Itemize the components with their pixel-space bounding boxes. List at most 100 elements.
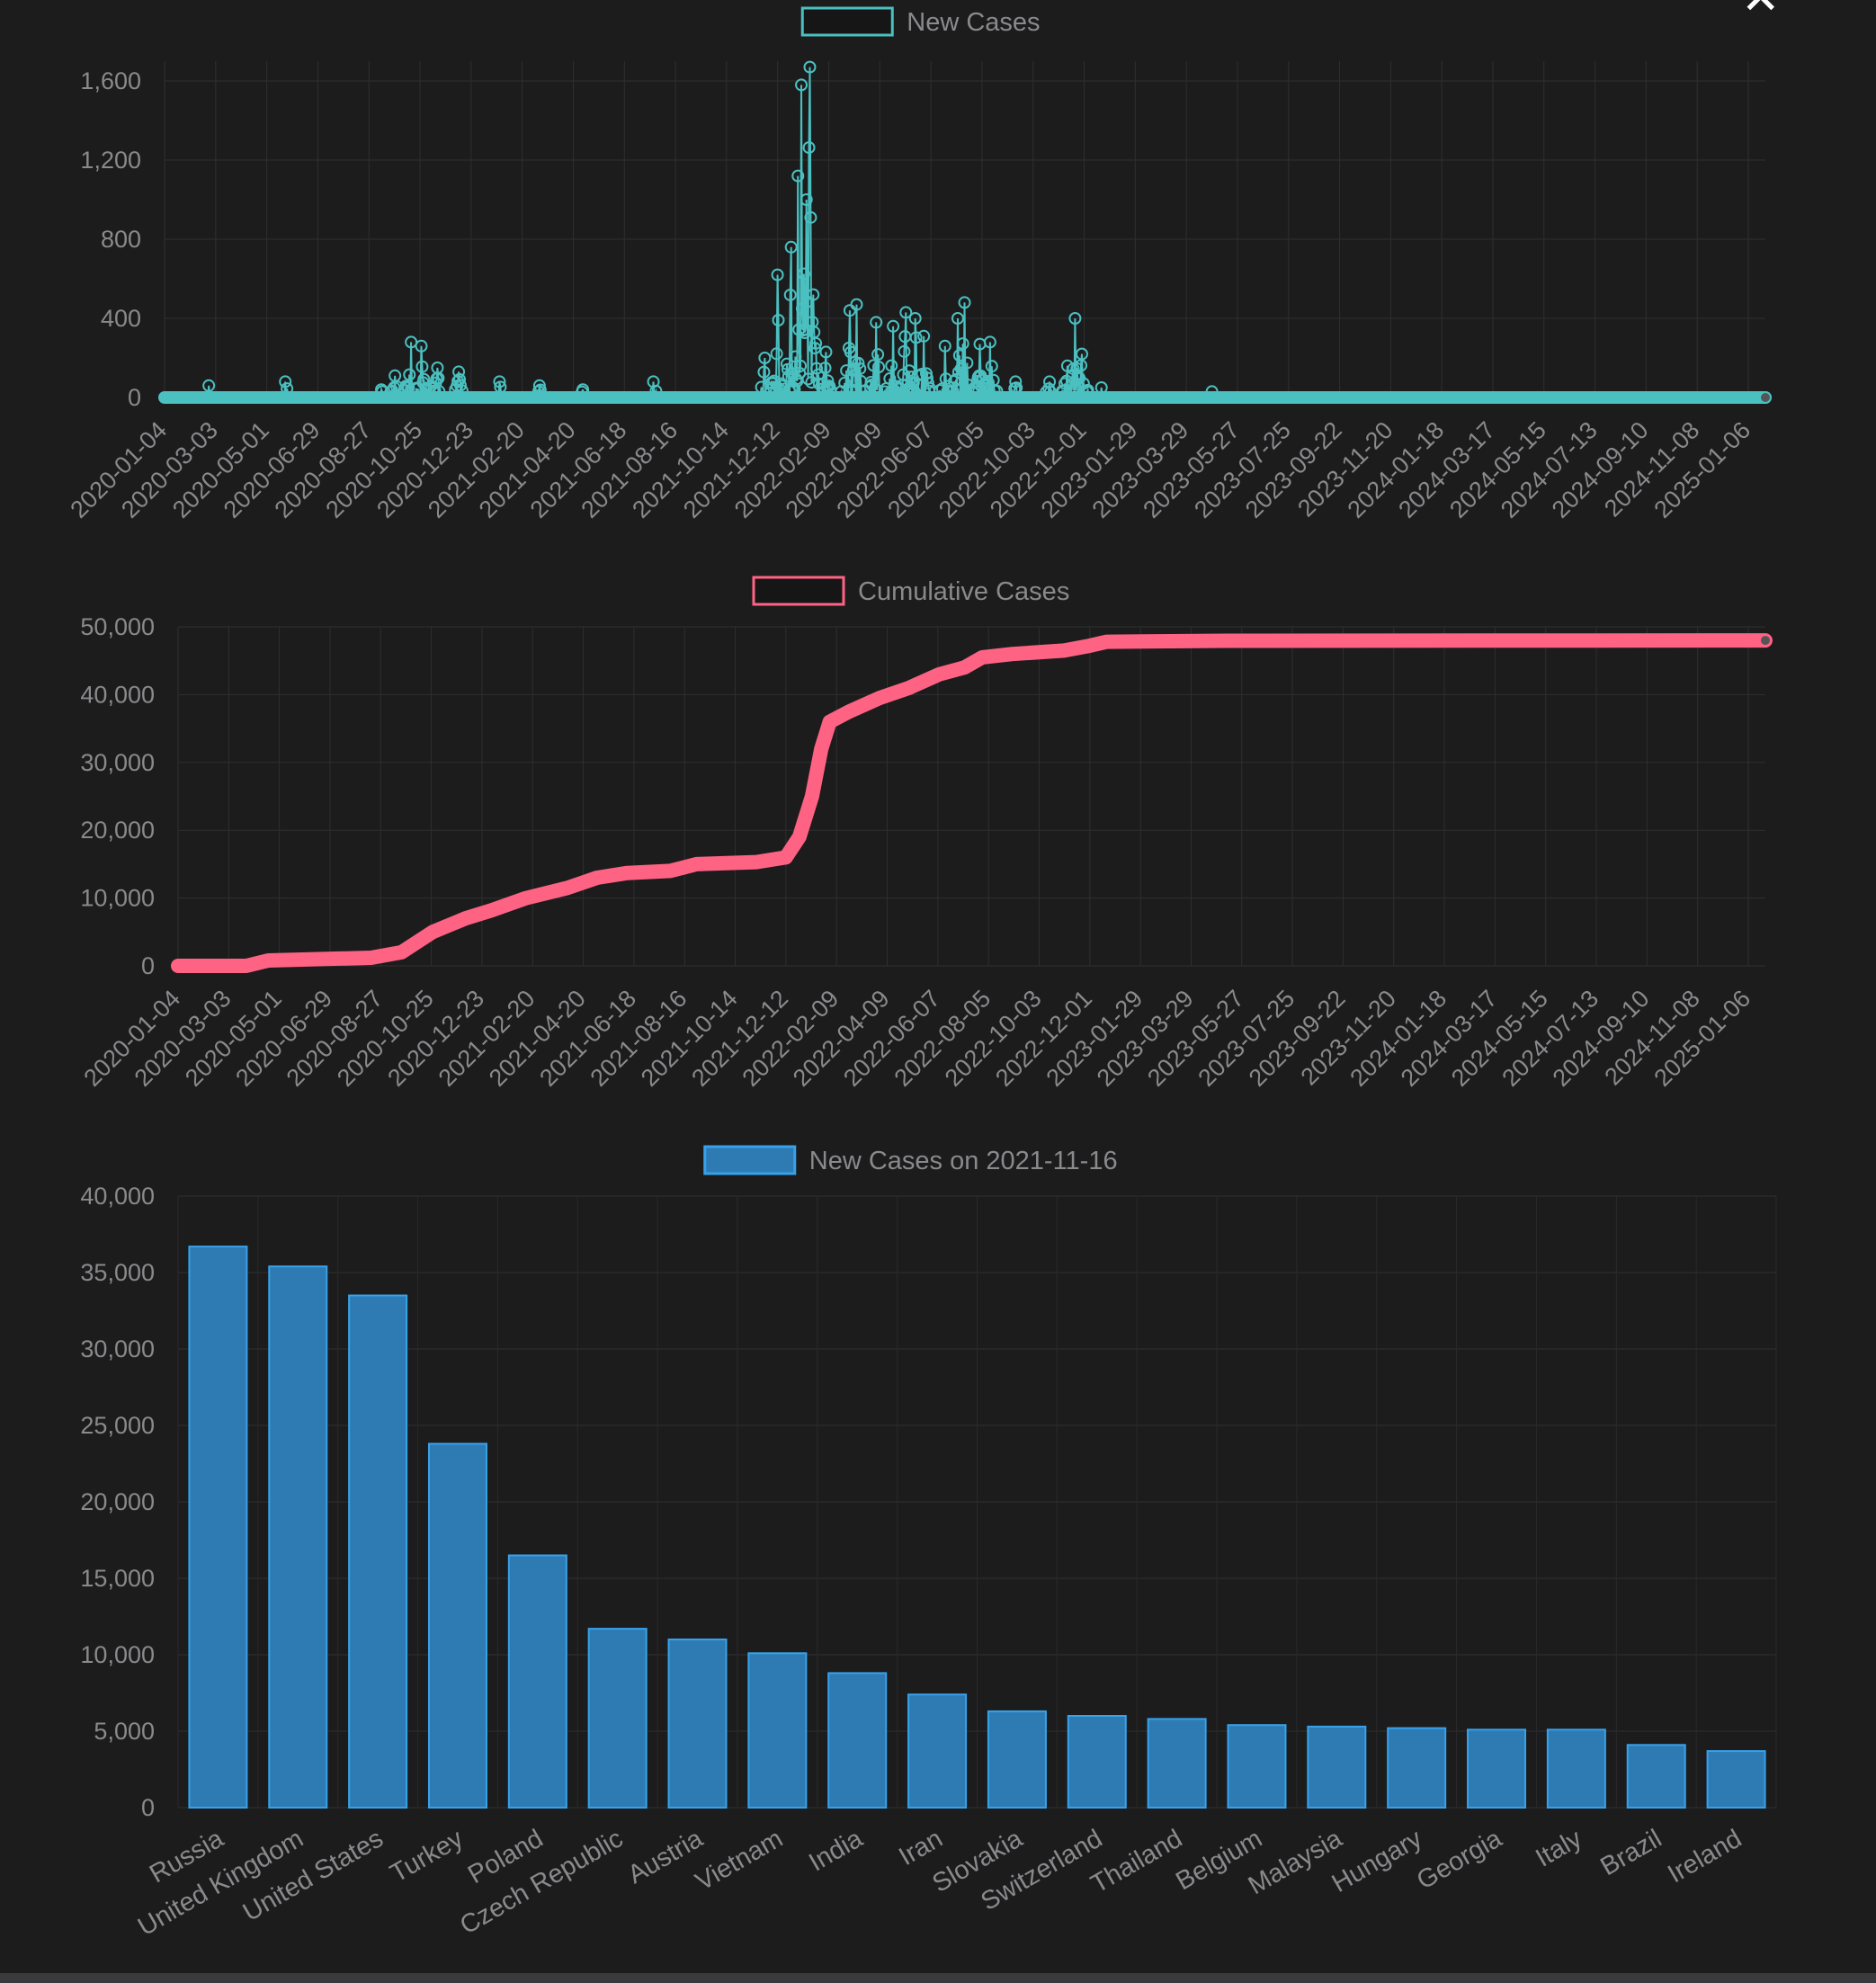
data-point[interactable] [969, 382, 983, 396]
data-point[interactable] [1009, 375, 1023, 389]
data-point[interactable] [960, 356, 974, 370]
bar-austria[interactable] [667, 1639, 728, 1809]
bar-malaysia[interactable] [1307, 1725, 1367, 1809]
data-point[interactable] [899, 306, 913, 319]
data-point[interactable] [281, 382, 294, 396]
data-point[interactable] [1044, 385, 1058, 398]
data-point[interactable] [908, 312, 922, 325]
data-point[interactable] [952, 349, 966, 362]
data-point[interactable] [956, 337, 969, 351]
data-point[interactable] [958, 296, 971, 309]
data-point[interactable] [983, 335, 996, 349]
data-point[interactable] [870, 316, 883, 329]
data-point[interactable] [850, 298, 863, 311]
data-point[interactable] [1076, 377, 1090, 390]
data-point[interactable] [1094, 381, 1108, 394]
data-point[interactable] [810, 362, 824, 375]
data-point[interactable] [819, 345, 833, 359]
data-point[interactable] [844, 345, 857, 359]
legend-swatch[interactable] [703, 1145, 797, 1175]
data-point[interactable] [758, 352, 772, 364]
data-point[interactable] [420, 381, 433, 395]
data-point[interactable] [279, 375, 292, 389]
data-point[interactable] [795, 78, 808, 92]
data-point[interactable] [885, 359, 898, 372]
data-point[interactable] [840, 364, 853, 378]
data-point[interactable] [872, 361, 886, 374]
data-point[interactable] [532, 385, 545, 398]
data-point[interactable] [797, 267, 810, 281]
data-point[interactable] [951, 312, 964, 325]
data-point[interactable] [985, 360, 998, 373]
data-point[interactable] [202, 379, 216, 392]
legend-swatch[interactable] [752, 576, 845, 606]
data-point[interactable] [402, 381, 415, 395]
data-point[interactable] [415, 360, 429, 373]
data-point[interactable] [1068, 312, 1082, 325]
data-point[interactable] [433, 385, 446, 398]
bar-georgia[interactable] [1467, 1728, 1527, 1809]
data-point[interactable] [909, 331, 923, 344]
bar-italy[interactable] [1546, 1728, 1606, 1809]
data-point[interactable] [1075, 347, 1088, 361]
data-point[interactable] [951, 383, 964, 397]
data-point[interactable] [772, 313, 785, 326]
data-point[interactable] [415, 339, 428, 353]
data-point[interactable] [811, 760, 825, 773]
data-point[interactable] [455, 384, 469, 397]
data-point[interactable] [898, 344, 911, 358]
bar-switzerland[interactable] [1067, 1715, 1127, 1809]
data-point[interactable] [822, 719, 835, 732]
bar-russia[interactable] [188, 1246, 248, 1809]
data-point[interactable] [494, 380, 507, 394]
data-point[interactable] [810, 766, 824, 780]
data-point[interactable] [789, 350, 802, 363]
data-point[interactable] [403, 368, 416, 381]
data-point[interactable] [883, 372, 897, 386]
data-point[interactable] [990, 384, 1004, 397]
data-point[interactable] [791, 169, 805, 183]
bar-czech-republic[interactable] [587, 1628, 648, 1809]
bar-thailand[interactable] [1147, 1718, 1207, 1809]
data-point[interactable] [871, 383, 884, 397]
data-point[interactable] [794, 359, 808, 372]
data-point[interactable] [1759, 391, 1772, 404]
data-point[interactable] [793, 366, 807, 380]
data-point[interactable] [938, 339, 951, 353]
data-point[interactable] [1059, 377, 1072, 390]
data-point[interactable] [887, 319, 900, 333]
data-point[interactable] [818, 362, 832, 375]
data-point[interactable] [649, 384, 663, 397]
data-point[interactable] [1205, 385, 1219, 398]
data-point[interactable] [452, 365, 466, 379]
data-point[interactable] [453, 372, 467, 386]
data-point[interactable] [533, 383, 547, 397]
data-point[interactable] [804, 210, 817, 224]
data-point[interactable] [783, 288, 797, 301]
data-point[interactable] [1072, 379, 1085, 392]
data-point[interactable] [375, 385, 389, 398]
data-point[interactable] [801, 372, 815, 386]
data-point[interactable] [849, 384, 862, 397]
data-point[interactable] [811, 368, 825, 381]
data-point[interactable] [803, 60, 817, 74]
data-point[interactable] [802, 799, 816, 813]
data-point[interactable] [780, 357, 793, 371]
data-point[interactable] [852, 356, 865, 370]
data-point[interactable] [812, 754, 826, 767]
legend-swatch[interactable] [800, 6, 894, 37]
data-point[interactable] [453, 379, 467, 392]
data-point[interactable] [867, 359, 880, 372]
data-point[interactable] [799, 323, 812, 336]
bar-hungary[interactable] [1387, 1727, 1447, 1809]
bar-slovakia[interactable] [987, 1710, 1047, 1809]
data-point[interactable] [1010, 381, 1023, 395]
data-point[interactable] [808, 342, 822, 355]
data-point[interactable] [809, 336, 823, 350]
data-point[interactable] [791, 833, 804, 846]
data-point[interactable] [428, 384, 442, 397]
bar-iran[interactable] [907, 1693, 968, 1809]
data-point[interactable] [771, 268, 784, 281]
data-point[interactable] [790, 835, 803, 849]
data-point[interactable] [800, 193, 813, 206]
